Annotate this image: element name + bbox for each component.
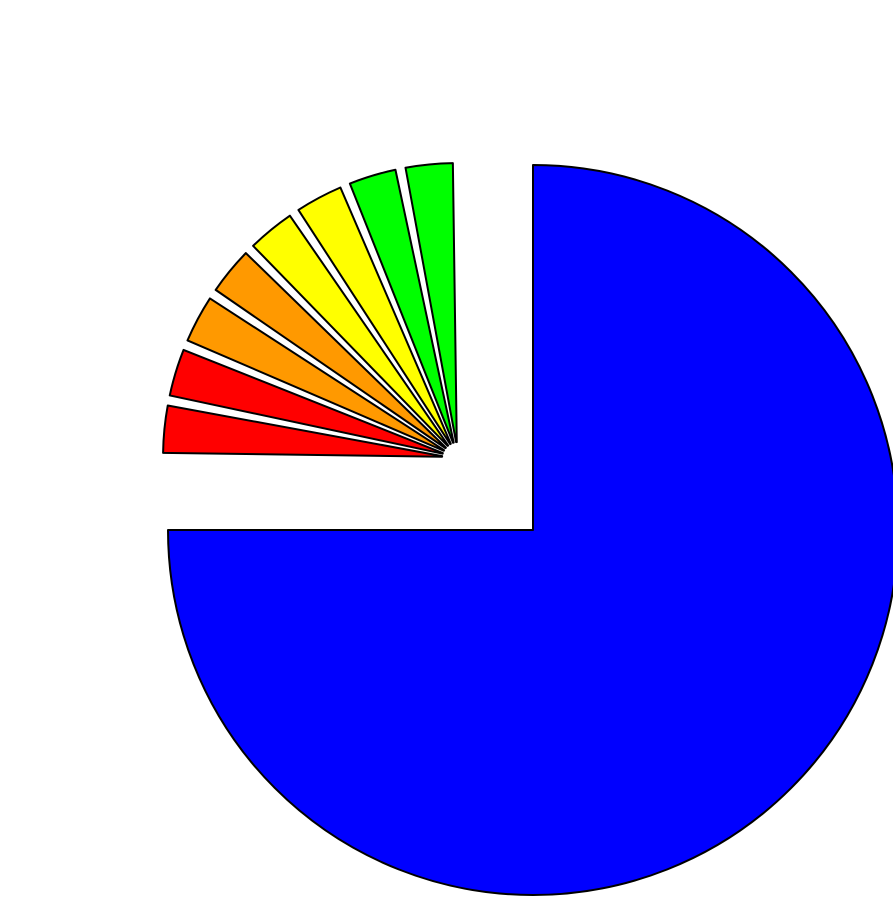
pie-slice-1 (162, 404, 444, 458)
pie-slice-6 (297, 186, 452, 446)
pie-slice-8 (404, 162, 458, 444)
pie-slice-3 (186, 297, 446, 452)
pie-slice-2 (168, 348, 444, 455)
pie-slice-main (167, 164, 893, 896)
pie-slice-7 (348, 168, 455, 444)
pie-slices (162, 162, 893, 896)
pie-slice-5 (252, 214, 450, 447)
pie-slice-4 (214, 252, 447, 450)
